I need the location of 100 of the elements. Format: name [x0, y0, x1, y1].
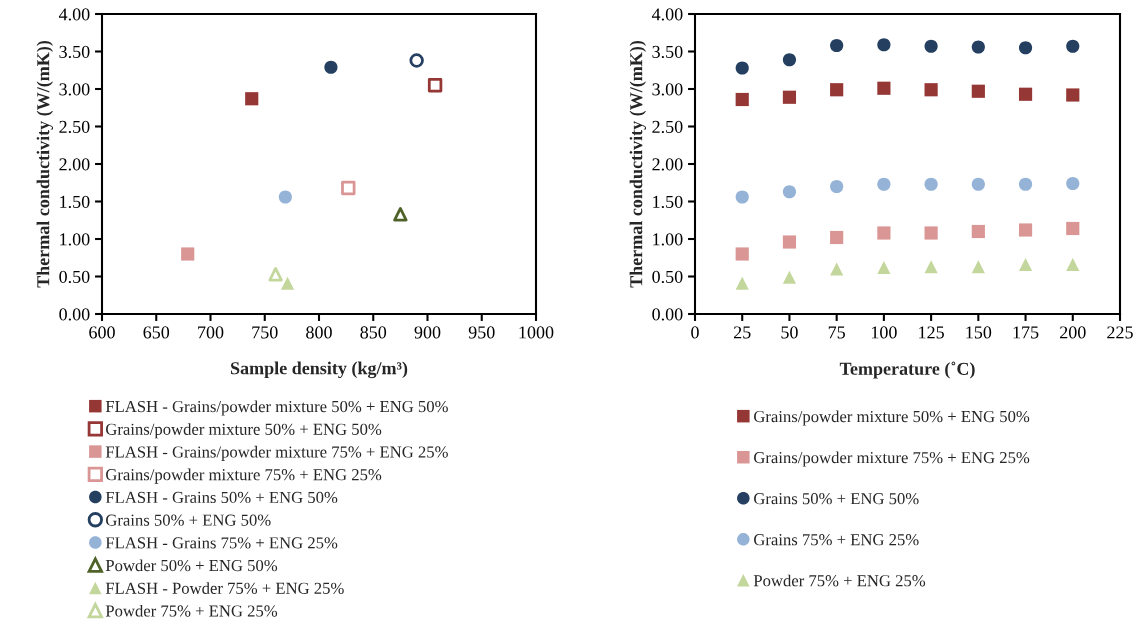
legend-label: Powder 75% + ENG 25% — [753, 574, 926, 587]
y-tick-label: 4.00 — [651, 8, 683, 21]
x-tick-label: 125 — [919, 326, 944, 339]
x-axis-title: Temperature (˚C) — [839, 361, 975, 379]
legend-label: Grains/powder mixture 50% + ENG 50% — [754, 410, 1030, 426]
point — [830, 38, 844, 53]
y-tick-label: 0.00 — [59, 308, 90, 321]
point — [735, 190, 749, 204]
point — [782, 53, 797, 67]
x-tick-label: 900 — [414, 326, 441, 339]
point — [181, 247, 195, 261]
y-tick-label: 0.50 — [652, 270, 683, 284]
point — [782, 90, 797, 104]
point — [971, 224, 985, 239]
y-tick-label: 3.50 — [652, 45, 683, 59]
legend-label: Grains 50% + ENG 50% — [754, 493, 919, 505]
legend-label: Grains/powder mixture 50% + ENG 50% — [106, 423, 382, 439]
x-tick-label: 600 — [89, 326, 115, 339]
x-tick-label: 650 — [143, 326, 170, 339]
legend-label: Grains 50% + ENG 50% — [106, 514, 271, 526]
point — [341, 180, 356, 196]
y-tick-label: 1.00 — [653, 233, 683, 246]
point — [924, 83, 938, 97]
point — [877, 81, 891, 95]
y-tick-label: 3.00 — [652, 83, 683, 96]
legend-label: FLASH - Grains/powder mixture 75% + ENG 25% — [105, 445, 448, 461]
legend-label: Powder 50% + ENG 50% — [105, 559, 278, 572]
point — [830, 262, 844, 276]
point — [877, 177, 891, 191]
point — [782, 185, 797, 199]
point — [393, 207, 408, 222]
x-tick-label: 700 — [198, 326, 224, 339]
point — [1066, 221, 1080, 236]
point — [278, 190, 292, 204]
point — [1066, 176, 1080, 191]
point — [268, 267, 283, 282]
y-tick-label: 3.00 — [59, 83, 90, 96]
y-tick-label: 1.50 — [60, 195, 90, 209]
x-axis-title: Sample density (kg/m³) — [230, 361, 408, 379]
point — [924, 226, 938, 240]
point — [324, 60, 338, 74]
point — [1018, 87, 1033, 101]
point — [245, 92, 259, 106]
x-tick-label: 950 — [468, 326, 495, 339]
legend-label: Grains/powder mixture 75% + ENG 25% — [106, 468, 382, 484]
y-tick-label: 2.00 — [652, 158, 683, 171]
x-tick-label: 200 — [1060, 326, 1086, 339]
y-tick-label: 2.50 — [59, 120, 90, 134]
x-tick-label: 25 — [733, 326, 751, 339]
point — [735, 92, 749, 107]
point — [877, 38, 891, 52]
legend-label: Powder 75% + ENG 25% — [105, 604, 278, 617]
point — [1018, 41, 1033, 55]
y-tick-label: 2.00 — [59, 158, 90, 171]
y-tick-label: 0.00 — [652, 308, 683, 321]
legend-label: FLASH - Grains/powder mixture 50% + ENG 50% — [105, 400, 448, 416]
point — [427, 78, 443, 93]
point — [280, 276, 295, 290]
point — [1018, 177, 1033, 191]
y-tick-label: 1.50 — [653, 195, 683, 209]
x-tick-label: 1000 — [519, 326, 554, 339]
y-tick-label: 3.50 — [59, 45, 90, 59]
point — [877, 260, 891, 275]
x-tick-label: 175 — [1013, 326, 1039, 339]
point — [877, 226, 891, 240]
y-tick-label: 1.00 — [60, 233, 90, 246]
y-axis-title: Thermal conductivity (W/(mK)) — [629, 40, 647, 288]
y-axis-title: Thermal conductivity (W/(mK)) — [36, 40, 54, 288]
point — [924, 260, 938, 274]
x-tick-label: 750 — [252, 326, 278, 339]
x-tick-label: 100 — [871, 326, 897, 339]
point — [735, 247, 749, 261]
point — [830, 83, 844, 97]
point — [830, 179, 844, 194]
y-tick-label: 0.50 — [59, 270, 90, 284]
legend-label: FLASH - Grains 50% + ENG 50% — [105, 491, 338, 504]
point — [924, 39, 938, 53]
point — [971, 177, 985, 191]
point — [830, 230, 844, 245]
x-tick-label: 50 — [781, 326, 798, 339]
legend-label: Grains/powder mixture 75% + ENG 25% — [754, 451, 1030, 467]
point — [1018, 257, 1033, 272]
point — [924, 177, 938, 191]
legend-label: FLASH - Grains 75% + ENG 25% — [105, 537, 338, 549]
y-tick-label: 4.00 — [58, 8, 90, 21]
point — [735, 276, 749, 290]
y-tick-label: 2.50 — [652, 120, 683, 134]
x-tick-label: 0 — [691, 326, 699, 339]
legend-label: FLASH - Powder 75% + ENG 25% — [105, 582, 344, 594]
x-tick-label: 850 — [360, 326, 387, 339]
point — [782, 235, 797, 249]
point — [1066, 39, 1080, 53]
point — [1066, 88, 1080, 102]
point — [971, 40, 985, 54]
point — [1066, 257, 1080, 272]
point — [782, 270, 797, 284]
x-tick-label: 75 — [828, 326, 845, 339]
point — [1018, 223, 1033, 237]
point — [735, 61, 749, 75]
x-tick-label: 150 — [966, 326, 992, 339]
